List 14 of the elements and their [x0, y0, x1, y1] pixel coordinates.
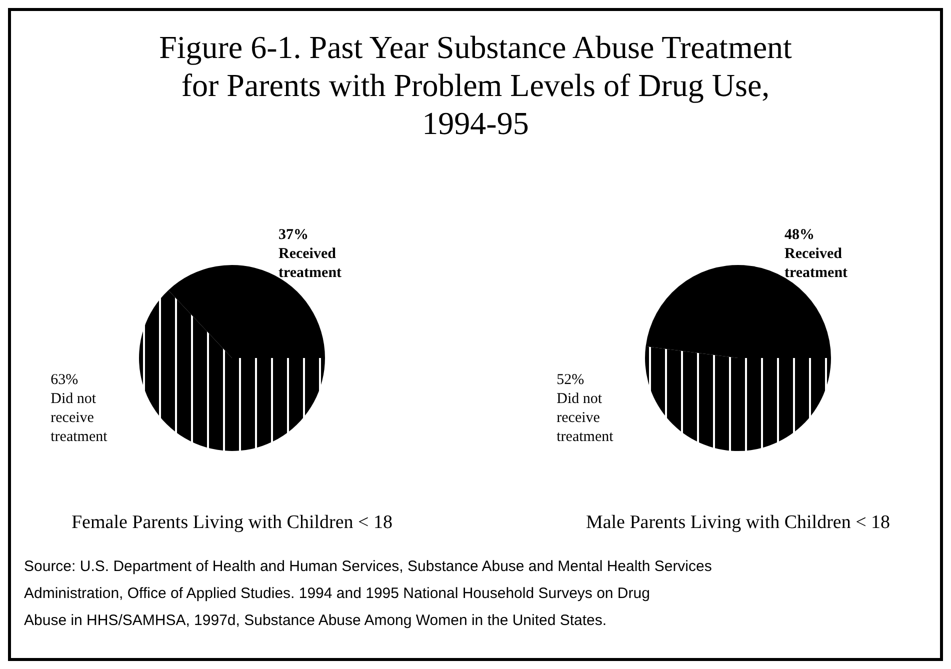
slice-label: Did not receive treatment — [50, 391, 108, 446]
data-label: 52% — [556, 372, 584, 388]
slice-label: Received treatment — [784, 246, 848, 281]
data-label: 48% — [784, 226, 814, 243]
text: Figure 6-1. Past Year Substance Abuse Treatment for Parents with Problem Levels of Drug Use, 1994-95 — [159, 29, 792, 141]
data-label: 37% — [278, 226, 308, 243]
source-note: Source: U.S. Department of Health and Human Services, Substance Abuse and Mental Health Services Administration, Office of Applied Studies. 1994 and 1995 National Household Surveys on Drug Abuse in HHS/SAMHSA, 1997d, Substance Abuse Among Women in the United States. — [24, 558, 712, 629]
pie-slice — [139, 290, 325, 451]
slice-label: Did not receive treatment — [556, 391, 614, 446]
slice-label: Received treatment — [278, 246, 342, 281]
pie-slice — [645, 346, 831, 451]
text: Female Parents Living with Children < 18 — [71, 512, 393, 533]
data-label: 63% — [50, 372, 78, 388]
text: Male Parents Living with Children < 18 — [586, 512, 890, 533]
